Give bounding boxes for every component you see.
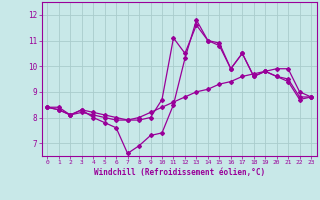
X-axis label: Windchill (Refroidissement éolien,°C): Windchill (Refroidissement éolien,°C) (94, 168, 265, 177)
